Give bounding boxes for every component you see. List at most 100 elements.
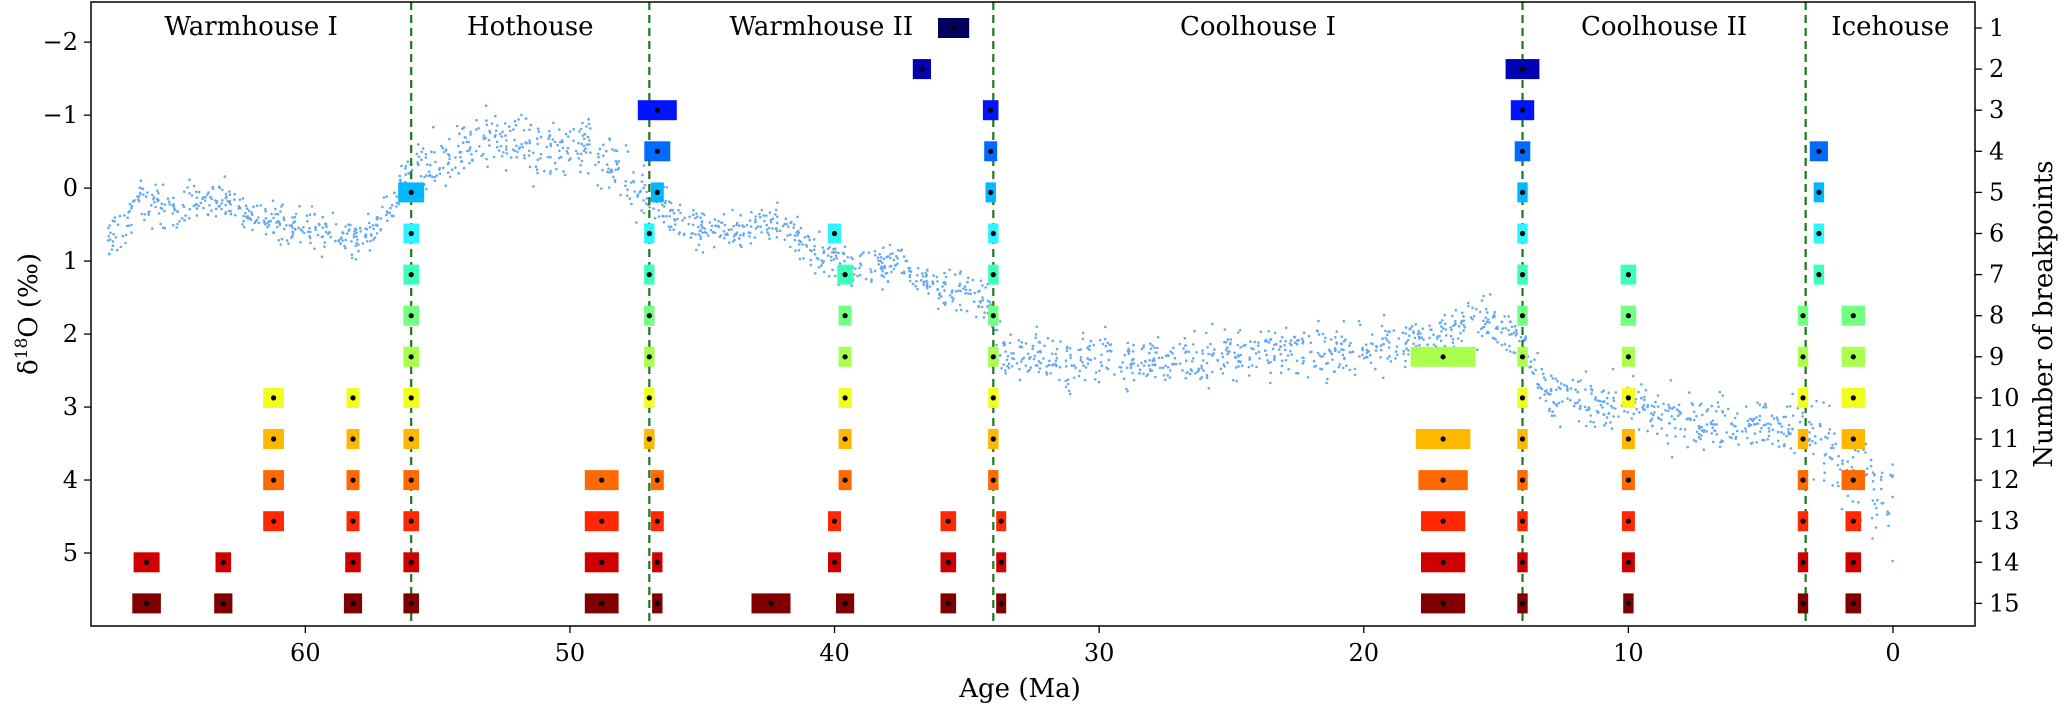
data-point bbox=[182, 205, 186, 209]
data-point bbox=[1331, 358, 1334, 361]
data-point bbox=[822, 251, 825, 255]
breakpoint-marker bbox=[408, 354, 414, 360]
data-point bbox=[1875, 513, 1879, 517]
data-point bbox=[771, 217, 775, 221]
data-point bbox=[718, 235, 722, 239]
data-point bbox=[1334, 335, 1337, 339]
data-point bbox=[664, 199, 667, 203]
data-point bbox=[392, 191, 396, 195]
data-point bbox=[925, 284, 929, 288]
data-point bbox=[415, 152, 419, 156]
data-point bbox=[713, 231, 717, 235]
data-point bbox=[1496, 325, 1499, 329]
data-point bbox=[1605, 396, 1609, 400]
data-point bbox=[1110, 350, 1113, 353]
data-point bbox=[1269, 337, 1273, 341]
data-point bbox=[813, 248, 816, 252]
data-point bbox=[381, 205, 384, 209]
data-point bbox=[1301, 339, 1305, 343]
data-point bbox=[508, 129, 512, 133]
data-point bbox=[1184, 351, 1187, 354]
breakpoint-marker bbox=[1800, 395, 1806, 401]
data-point bbox=[690, 232, 693, 235]
breakpoint-marker bbox=[599, 477, 605, 483]
data-point bbox=[1344, 338, 1347, 342]
data-point bbox=[681, 219, 684, 222]
data-point bbox=[1078, 369, 1082, 373]
data-point bbox=[786, 234, 789, 237]
data-point bbox=[214, 207, 218, 211]
data-point bbox=[305, 214, 309, 217]
data-point bbox=[662, 220, 666, 224]
data-point bbox=[668, 228, 672, 232]
data-point bbox=[1698, 404, 1701, 407]
data-point bbox=[935, 275, 939, 279]
data-point bbox=[923, 280, 927, 283]
data-point bbox=[237, 207, 240, 210]
data-point bbox=[1793, 451, 1796, 455]
data-point bbox=[1642, 407, 1645, 411]
data-point bbox=[427, 170, 431, 173]
breakpoint-marker bbox=[350, 600, 356, 607]
data-point bbox=[324, 230, 328, 234]
data-point bbox=[1891, 559, 1894, 563]
data-point bbox=[714, 224, 717, 227]
data-point bbox=[615, 149, 619, 153]
data-point bbox=[1127, 352, 1130, 356]
data-point bbox=[1036, 350, 1040, 354]
data-point bbox=[1321, 332, 1325, 336]
data-point bbox=[1379, 356, 1382, 359]
data-point bbox=[1293, 341, 1297, 345]
data-point bbox=[873, 253, 877, 257]
data-point bbox=[925, 286, 929, 290]
data-point bbox=[1106, 350, 1109, 353]
data-point bbox=[1032, 357, 1036, 361]
data-point bbox=[1602, 389, 1606, 392]
breakpoint-marker bbox=[654, 107, 660, 113]
data-point bbox=[307, 230, 310, 234]
data-point bbox=[1695, 430, 1699, 434]
breakpoint-marker bbox=[408, 436, 414, 442]
data-point bbox=[1643, 395, 1646, 399]
data-point bbox=[769, 220, 773, 224]
data-point bbox=[1638, 411, 1641, 414]
breakpoint-marker bbox=[945, 518, 951, 524]
data-point bbox=[470, 152, 473, 156]
data-point bbox=[1387, 341, 1391, 344]
data-point bbox=[465, 140, 469, 144]
data-point bbox=[1351, 350, 1355, 354]
data-point bbox=[1394, 357, 1397, 360]
data-point bbox=[643, 183, 647, 187]
data-point bbox=[528, 141, 531, 145]
data-point bbox=[1388, 355, 1391, 358]
data-point bbox=[1832, 446, 1835, 450]
data-point bbox=[259, 204, 263, 207]
data-point bbox=[471, 158, 474, 161]
data-point bbox=[1257, 350, 1261, 354]
data-point bbox=[1002, 363, 1005, 366]
data-point bbox=[1640, 397, 1643, 400]
breakpoint-marker bbox=[1519, 559, 1526, 565]
data-point bbox=[594, 163, 597, 167]
data-point bbox=[1650, 404, 1654, 408]
data-point bbox=[1220, 352, 1224, 355]
breakpoint-marker bbox=[1625, 477, 1631, 483]
data-point bbox=[1031, 344, 1035, 348]
data-point bbox=[1370, 333, 1374, 336]
data-point bbox=[1540, 387, 1544, 391]
data-point bbox=[460, 159, 464, 163]
data-point bbox=[1482, 319, 1485, 323]
data-point bbox=[1324, 336, 1327, 340]
data-point bbox=[395, 201, 399, 205]
data-point bbox=[1589, 414, 1593, 417]
data-point bbox=[921, 275, 925, 278]
data-point bbox=[1389, 360, 1393, 363]
breakpoint-marker bbox=[654, 518, 660, 524]
data-point bbox=[1132, 362, 1136, 365]
data-point bbox=[1692, 438, 1696, 442]
data-point bbox=[1443, 313, 1447, 317]
data-point bbox=[532, 185, 535, 188]
data-point bbox=[1650, 417, 1654, 421]
data-point bbox=[676, 217, 679, 221]
data-point bbox=[224, 203, 227, 207]
